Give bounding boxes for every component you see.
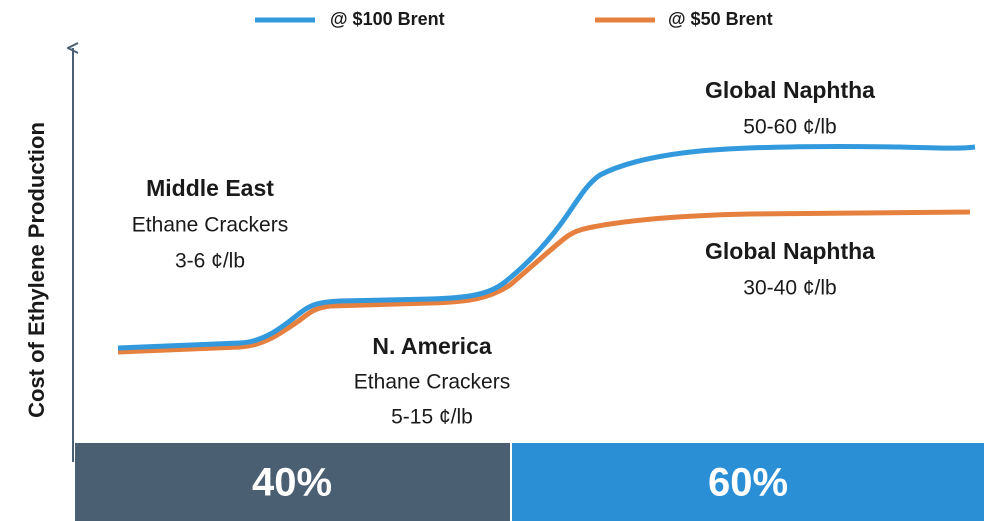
annotation-title: Middle East bbox=[146, 175, 274, 201]
annotation-title: Global Naphtha bbox=[705, 77, 875, 103]
segment bbox=[75, 443, 510, 521]
annotation-line: Ethane Crackers bbox=[354, 371, 510, 394]
legend-label: @ $50 Brent bbox=[668, 9, 773, 29]
annotation-line: 30-40 ¢/lb bbox=[743, 277, 836, 300]
segment-label: 60% bbox=[708, 461, 788, 505]
curve-100 bbox=[117, 143, 976, 351]
annotation-title: Global Naphtha bbox=[705, 238, 875, 264]
annotation-title: N. America bbox=[372, 333, 492, 359]
annotation-line: 5-15 ¢/lb bbox=[391, 406, 473, 429]
segment bbox=[512, 443, 984, 521]
annotation-line: 3-6 ¢/lb bbox=[175, 250, 245, 273]
curve-50 bbox=[117, 209, 971, 355]
segment-label: 40% bbox=[252, 461, 332, 505]
annotation-line: 50-60 ¢/lb bbox=[743, 116, 836, 139]
legend-label: @ $100 Brent bbox=[330, 9, 445, 29]
annotation-line: Ethane Crackers bbox=[132, 214, 288, 237]
y-axis-label: Cost of Ethylene Production bbox=[24, 122, 49, 418]
